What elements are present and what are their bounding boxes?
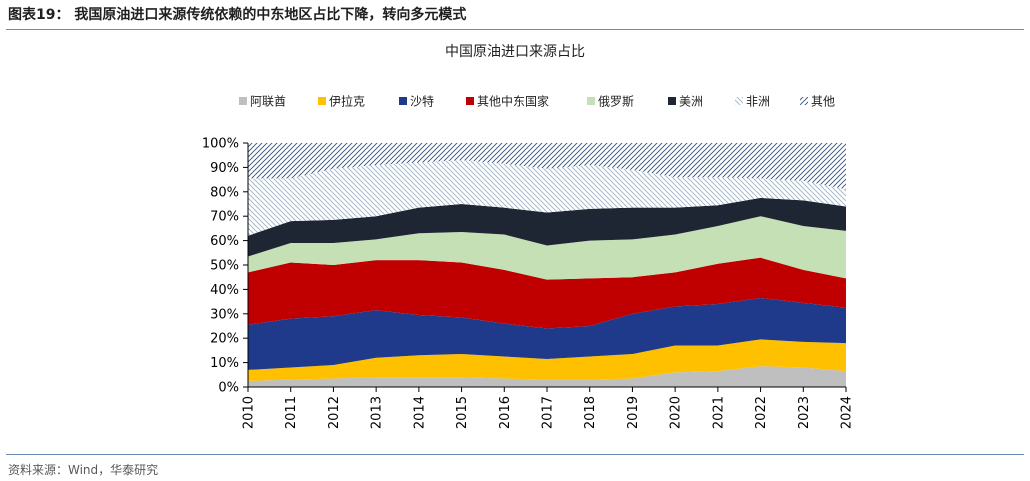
y-tick-label: 0%: [218, 381, 239, 396]
plot-area: [248, 143, 846, 387]
legend-swatch: [318, 97, 326, 105]
series-area-6: [248, 160, 846, 236]
legend-swatch: [399, 97, 407, 105]
legend-item-伊拉克: 伊拉克: [318, 94, 365, 109]
x-tick-label: 2020: [669, 396, 684, 429]
x-tick-label: 2013: [370, 396, 385, 429]
series-area-3: [248, 257, 846, 329]
chart-title: 中国原油进口来源占比: [445, 44, 585, 60]
y-tick-label: 80%: [210, 185, 239, 200]
y-tick-label: 10%: [210, 356, 239, 371]
legend-swatch: [587, 97, 595, 105]
x-tick-label: 2021: [711, 396, 726, 429]
x-tick-label: 2010: [242, 396, 257, 429]
y-tick-label: 40%: [210, 283, 239, 298]
y-tick-label: 20%: [210, 332, 239, 347]
x-tick-label: 2018: [583, 396, 598, 429]
series-area-0: [248, 366, 846, 387]
legend-item-俄罗斯: 俄罗斯: [587, 95, 634, 109]
legend-item-其他中东国家: 其他中东国家: [466, 94, 549, 109]
y-tick-label: 50%: [210, 259, 239, 274]
y-tick-label: 90%: [210, 161, 239, 176]
source-note: 资料来源：Wind，华泰研究: [8, 463, 159, 477]
x-tick-label: 2016: [498, 396, 513, 429]
x-tick-label: 2024: [840, 396, 855, 429]
legend-item-美洲: 美洲: [668, 95, 703, 109]
x-tick-label: 2011: [284, 396, 299, 429]
x-tick-label: 2022: [754, 396, 769, 429]
legend-item-阿联酋: 阿联酋: [239, 94, 286, 109]
x-tick-label: 2017: [541, 396, 556, 429]
legend-swatch: [735, 97, 743, 105]
legend-label: 阿联酋: [250, 94, 286, 109]
series-area-4: [248, 216, 846, 280]
legend-item-非洲: 非洲: [735, 95, 770, 109]
series-area-2: [248, 297, 846, 370]
y-tick-label: 70%: [210, 210, 239, 225]
y-tick-label: 100%: [202, 137, 239, 152]
legend-label: 其他: [811, 95, 835, 109]
series-area-1: [248, 339, 846, 381]
legend-item-沙特: 沙特: [399, 94, 434, 109]
legend-label: 沙特: [410, 94, 434, 109]
series-area-5: [248, 197, 846, 257]
legend-swatch: [800, 97, 808, 105]
x-tick-label: 2019: [626, 396, 641, 429]
axes: 0% 10% 20% 30% 40% 50% 60% 70% 80% 90% 100% 2010 201…: [202, 137, 855, 430]
y-tick-label: 30%: [210, 307, 239, 322]
y-tick-label: 60%: [210, 234, 239, 249]
title-divider: [6, 29, 1024, 30]
legend-swatch: [239, 97, 247, 105]
legend: 阿联酋 伊拉克 沙特 其他中东国家 俄罗斯 美洲 非洲 其他: [239, 94, 835, 109]
legend-swatch: [466, 97, 474, 105]
x-tick-label: 2012: [327, 396, 342, 429]
series-area-7: [248, 143, 846, 190]
legend-label: 美洲: [679, 95, 703, 109]
x-tick-label: 2014: [412, 396, 427, 429]
footer-divider: [6, 454, 1024, 455]
legend-label: 其他中东国家: [477, 94, 549, 109]
legend-label: 非洲: [746, 95, 770, 109]
x-tick-label: 2023: [797, 396, 812, 429]
legend-label: 伊拉克: [329, 94, 365, 109]
legend-swatch: [668, 97, 676, 105]
legend-item-其他: 其他: [800, 95, 835, 109]
figure-title: 图表19： 我国原油进口来源传统依赖的中东地区占比下降，转向多元模式: [8, 7, 467, 23]
x-tick-label: 2015: [455, 396, 470, 429]
legend-label: 俄罗斯: [598, 95, 634, 109]
